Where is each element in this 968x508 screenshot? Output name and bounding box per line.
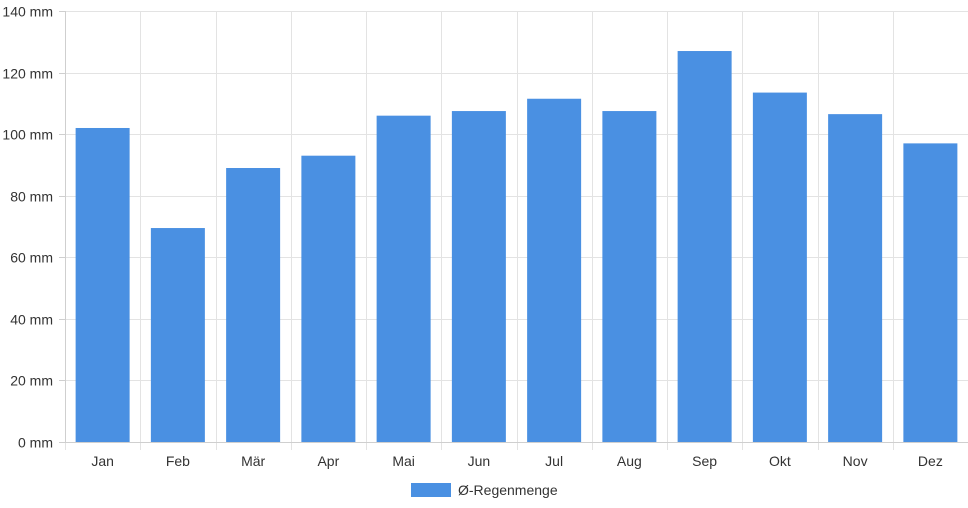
x-tick-label: Feb bbox=[166, 453, 190, 469]
y-tick-label: 80 mm bbox=[10, 189, 53, 205]
x-tick-label: Apr bbox=[317, 453, 339, 469]
bar-8[interactable] bbox=[677, 51, 732, 443]
axes bbox=[59, 11, 968, 443]
legend[interactable]: Ø-Regenmenge bbox=[411, 482, 558, 498]
bars bbox=[75, 51, 958, 443]
bar-0[interactable] bbox=[75, 127, 130, 442]
bar-5[interactable] bbox=[451, 111, 506, 442]
bar-10[interactable] bbox=[828, 114, 883, 442]
x-tick-labels: Jan Feb Mär Apr Mai Jun Jul Aug Sep Okt Nov Dez bbox=[91, 453, 942, 469]
x-tick-label: Mai bbox=[392, 453, 415, 469]
bar-7[interactable] bbox=[602, 111, 657, 442]
x-tick-label: Aug bbox=[617, 453, 642, 469]
x-tick-label: Nov bbox=[843, 453, 868, 469]
y-tick-label: 40 mm bbox=[10, 312, 53, 328]
bar-9[interactable] bbox=[752, 92, 807, 442]
x-tick-label: Jun bbox=[468, 453, 491, 469]
x-tick-label: Okt bbox=[769, 453, 791, 469]
bar-4[interactable] bbox=[376, 115, 431, 443]
y-tick-label: 100 mm bbox=[2, 127, 53, 143]
x-tick-label: Mär bbox=[241, 453, 265, 469]
x-tick-label: Sep bbox=[692, 453, 717, 469]
y-tick-labels: 0 mm 20 mm 40 mm 60 mm 80 mm 100 mm 120 mm 140 … bbox=[2, 4, 53, 451]
bar-6[interactable] bbox=[527, 98, 582, 442]
legend-label: Ø-Regenmenge bbox=[458, 482, 558, 498]
legend-swatch bbox=[411, 483, 451, 497]
y-tick-label: 140 mm bbox=[2, 4, 53, 20]
x-tick-label: Jan bbox=[91, 453, 114, 469]
y-tick-label: 60 mm bbox=[10, 250, 53, 266]
y-tick-label: 20 mm bbox=[10, 373, 53, 389]
bar-11[interactable] bbox=[903, 143, 958, 442]
y-tick-label: 0 mm bbox=[18, 435, 53, 451]
bar-1[interactable] bbox=[150, 228, 205, 442]
x-tick-label: Jul bbox=[545, 453, 563, 469]
bar-2[interactable] bbox=[226, 168, 281, 442]
grid bbox=[65, 11, 968, 450]
bar-3[interactable] bbox=[301, 155, 356, 442]
x-tick-label: Dez bbox=[918, 453, 943, 469]
y-tick-label: 120 mm bbox=[2, 66, 53, 82]
